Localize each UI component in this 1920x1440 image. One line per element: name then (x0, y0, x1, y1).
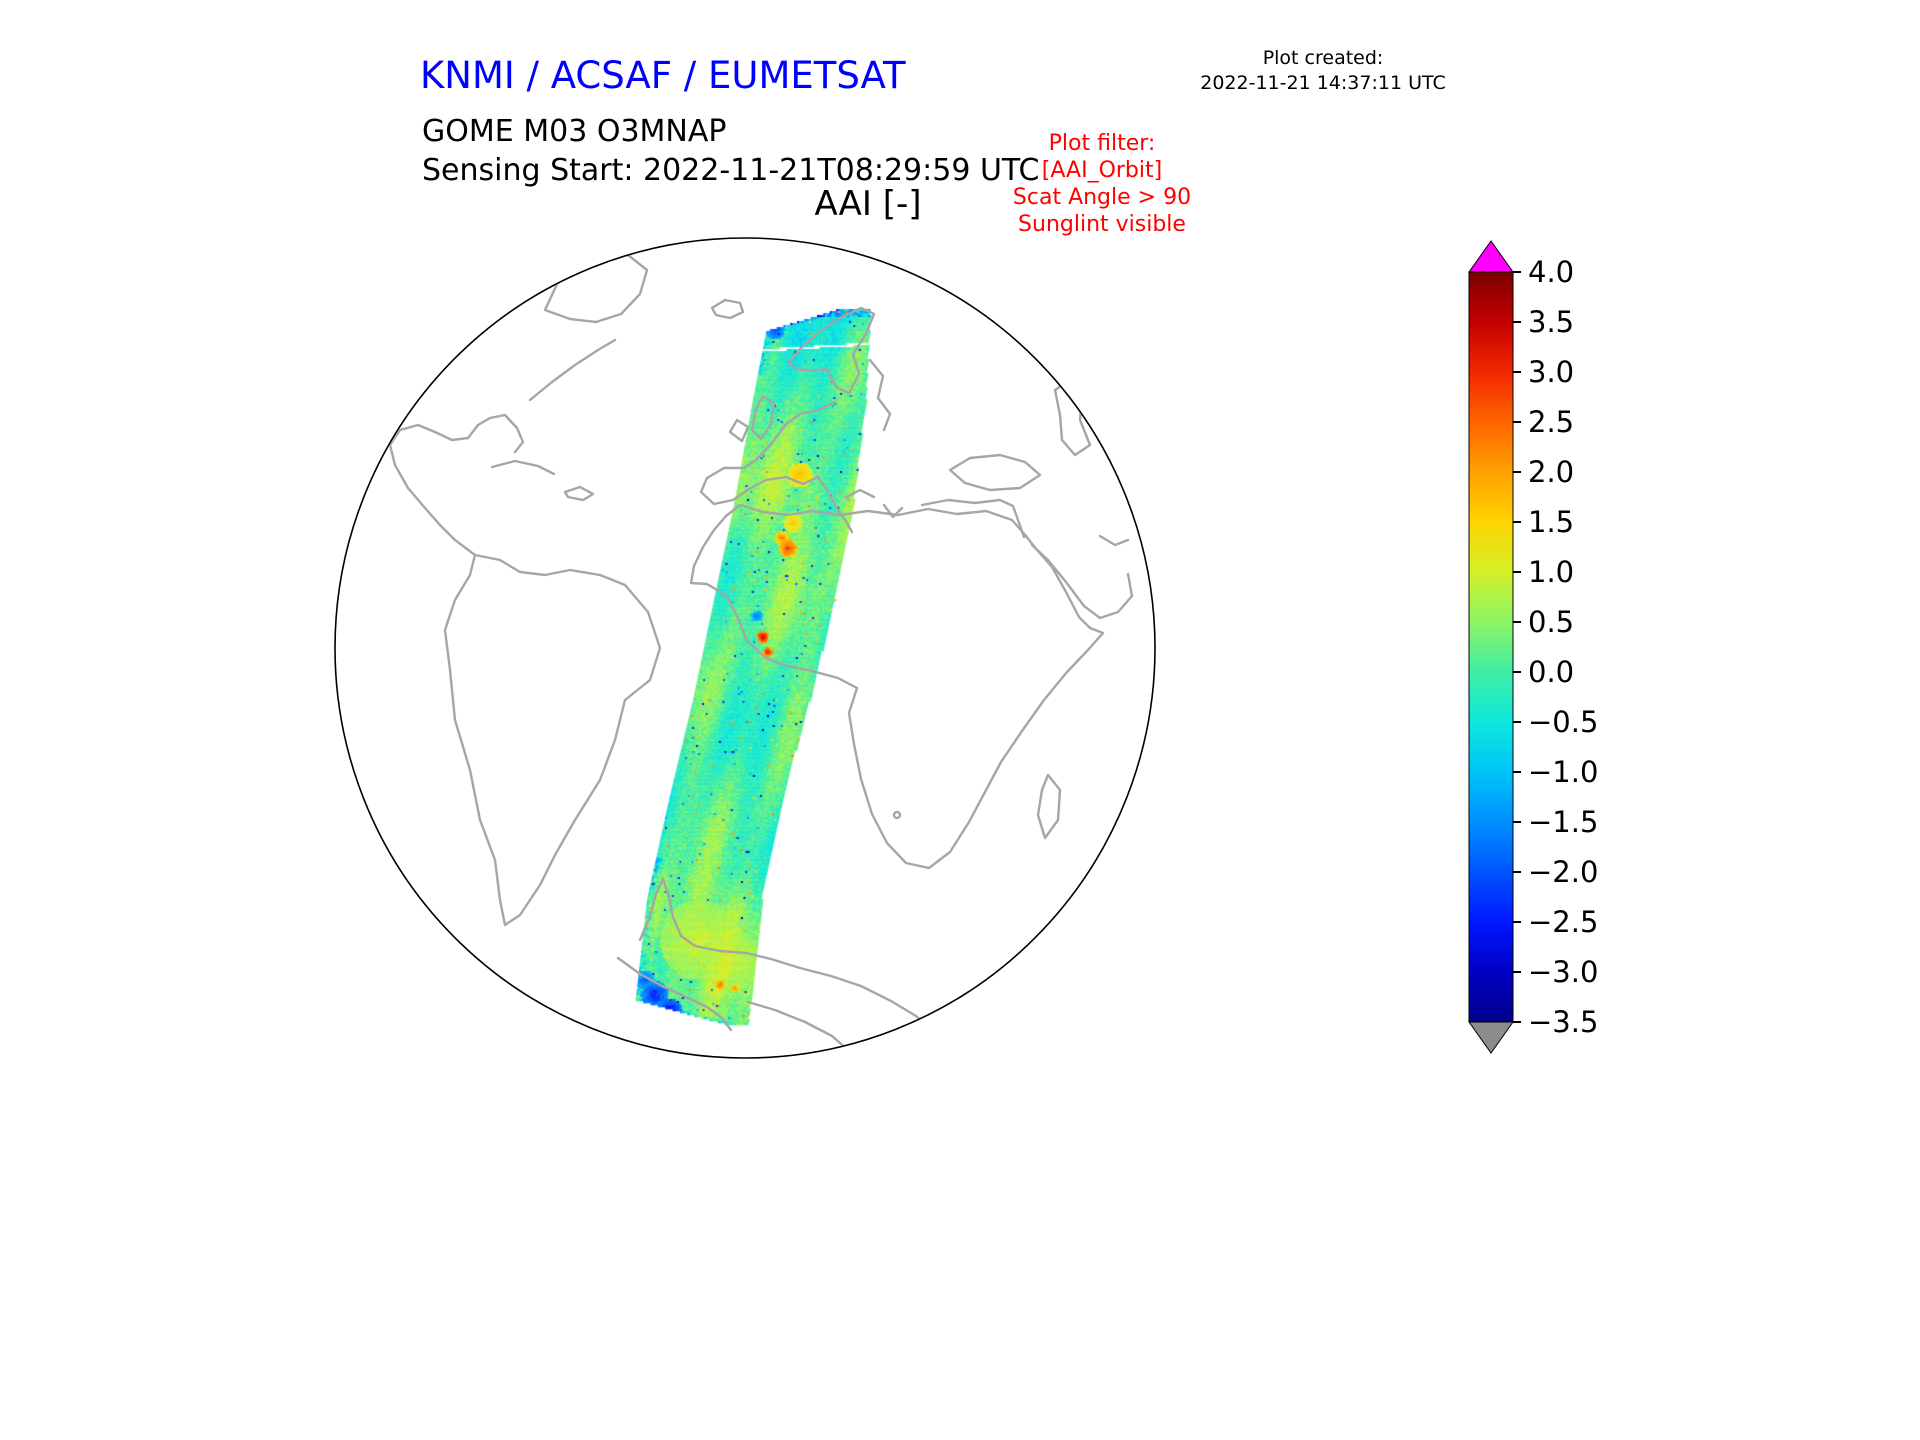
coastline-hispaniola (563, 485, 595, 502)
colorbar-tick-label: −3.0 (1528, 955, 1598, 989)
globe-map (333, 236, 1157, 1060)
plot-filter-line: [AAI_Orbit] (1041, 158, 1163, 183)
coastline-antarctica (693, 944, 936, 1033)
coastline-central-america (388, 413, 525, 557)
plot-created-block: Plot created: 2022-11-21 14:37:11 UTC (1178, 46, 1468, 96)
colorbar-tick-label: −2.0 (1528, 855, 1598, 889)
coastline-cuba (490, 459, 556, 476)
coastline-antarctic-peninsula (638, 877, 697, 948)
colorbar-tick-label: −0.5 (1528, 705, 1598, 739)
coastline-adriatic (843, 488, 876, 500)
plot-title: AAI [-] (814, 184, 922, 224)
coastline-scandinavia (786, 306, 876, 395)
plot-filter-line: Sunglint visible (1018, 212, 1186, 237)
colorbar-tick-label: 2.5 (1528, 405, 1574, 439)
plot-filter-block: Plot filter: [AAI_Orbit] Scat Angle > 90… (982, 130, 1222, 238)
colorbar-tick-label: −3.5 (1528, 1005, 1598, 1039)
world-coastlines (334, 237, 1156, 1059)
coastline-africa (689, 503, 1105, 870)
coastline-greece (882, 503, 904, 519)
plot-created-label: Plot created: (1262, 47, 1384, 69)
colorbar-over-arrow (1468, 240, 1514, 273)
sensing-start: Sensing Start: 2022-11-21T08:29:59 UTC (422, 153, 1040, 188)
colorbar-area: 4.0 3.5 3.0 2.5 2.0 1.5 1.0 0.5 0.0 −0.5 −1.0 −1.5 −… (1468, 240, 1628, 1060)
colorbar-tick-label: −1.5 (1528, 805, 1598, 839)
coastline-baltic (868, 358, 892, 432)
colorbar-tick-label: 0.5 (1528, 605, 1574, 639)
colorbar-tick-label: 3.5 (1528, 305, 1574, 339)
colorbar-gradient (1468, 271, 1514, 1023)
coastline-south-america (443, 553, 662, 927)
coastline-greenland (543, 250, 649, 324)
colorbar-tick-label: 1.5 (1528, 505, 1574, 539)
colorbar-under-arrow (1468, 1021, 1514, 1054)
colorbar-tick-label: 4.0 (1528, 255, 1574, 289)
coastline-arabia (1030, 543, 1134, 620)
colorbar: 4.0 3.5 3.0 2.5 2.0 1.5 1.0 0.5 0.0 −0.5 −1.0 −1.5 −… (1468, 240, 1598, 1054)
plot-created-value: 2022-11-21 14:37:11 UTC (1200, 72, 1446, 94)
island-dot (892, 810, 902, 820)
colorbar-tick-label: 0.0 (1528, 655, 1574, 689)
coastline-britain (750, 394, 776, 441)
org-title: KNMI / ACSAF / EUMETSAT (420, 54, 906, 97)
coastline-us-east (528, 338, 617, 402)
colorbar-tick-label: −1.0 (1528, 755, 1598, 789)
coastline-black-sea (948, 453, 1042, 492)
coastline-antarctic-shelf (616, 956, 733, 1032)
product-name: GOME M03 O3MNAP (422, 114, 727, 149)
plot-filter-line: Plot filter: (1048, 131, 1156, 156)
coastline-ireland (728, 418, 750, 443)
coastline-turkey-levant (920, 498, 1026, 539)
plot-filter-line: Scat Angle > 90 (1012, 185, 1192, 210)
colorbar-tick-label: 1.0 (1528, 555, 1574, 589)
colorbar-tick-label: −2.5 (1528, 905, 1598, 939)
coastline-madagascar (1036, 773, 1062, 840)
coastline-europe-west (699, 400, 854, 534)
product-block: GOME M03 O3MNAP Sensing Start: 2022-11-2… (422, 112, 1039, 190)
coastline-iceland (710, 298, 745, 320)
aai-swath-layer (333, 236, 1157, 1060)
colorbar-tick-label: 3.0 (1528, 355, 1574, 389)
coastline-persian-gulf (1098, 534, 1130, 547)
coastline-antarctic-inner (746, 1000, 850, 1052)
colorbar-tick-label: 2.0 (1528, 455, 1574, 489)
globe-outline (334, 237, 1156, 1059)
